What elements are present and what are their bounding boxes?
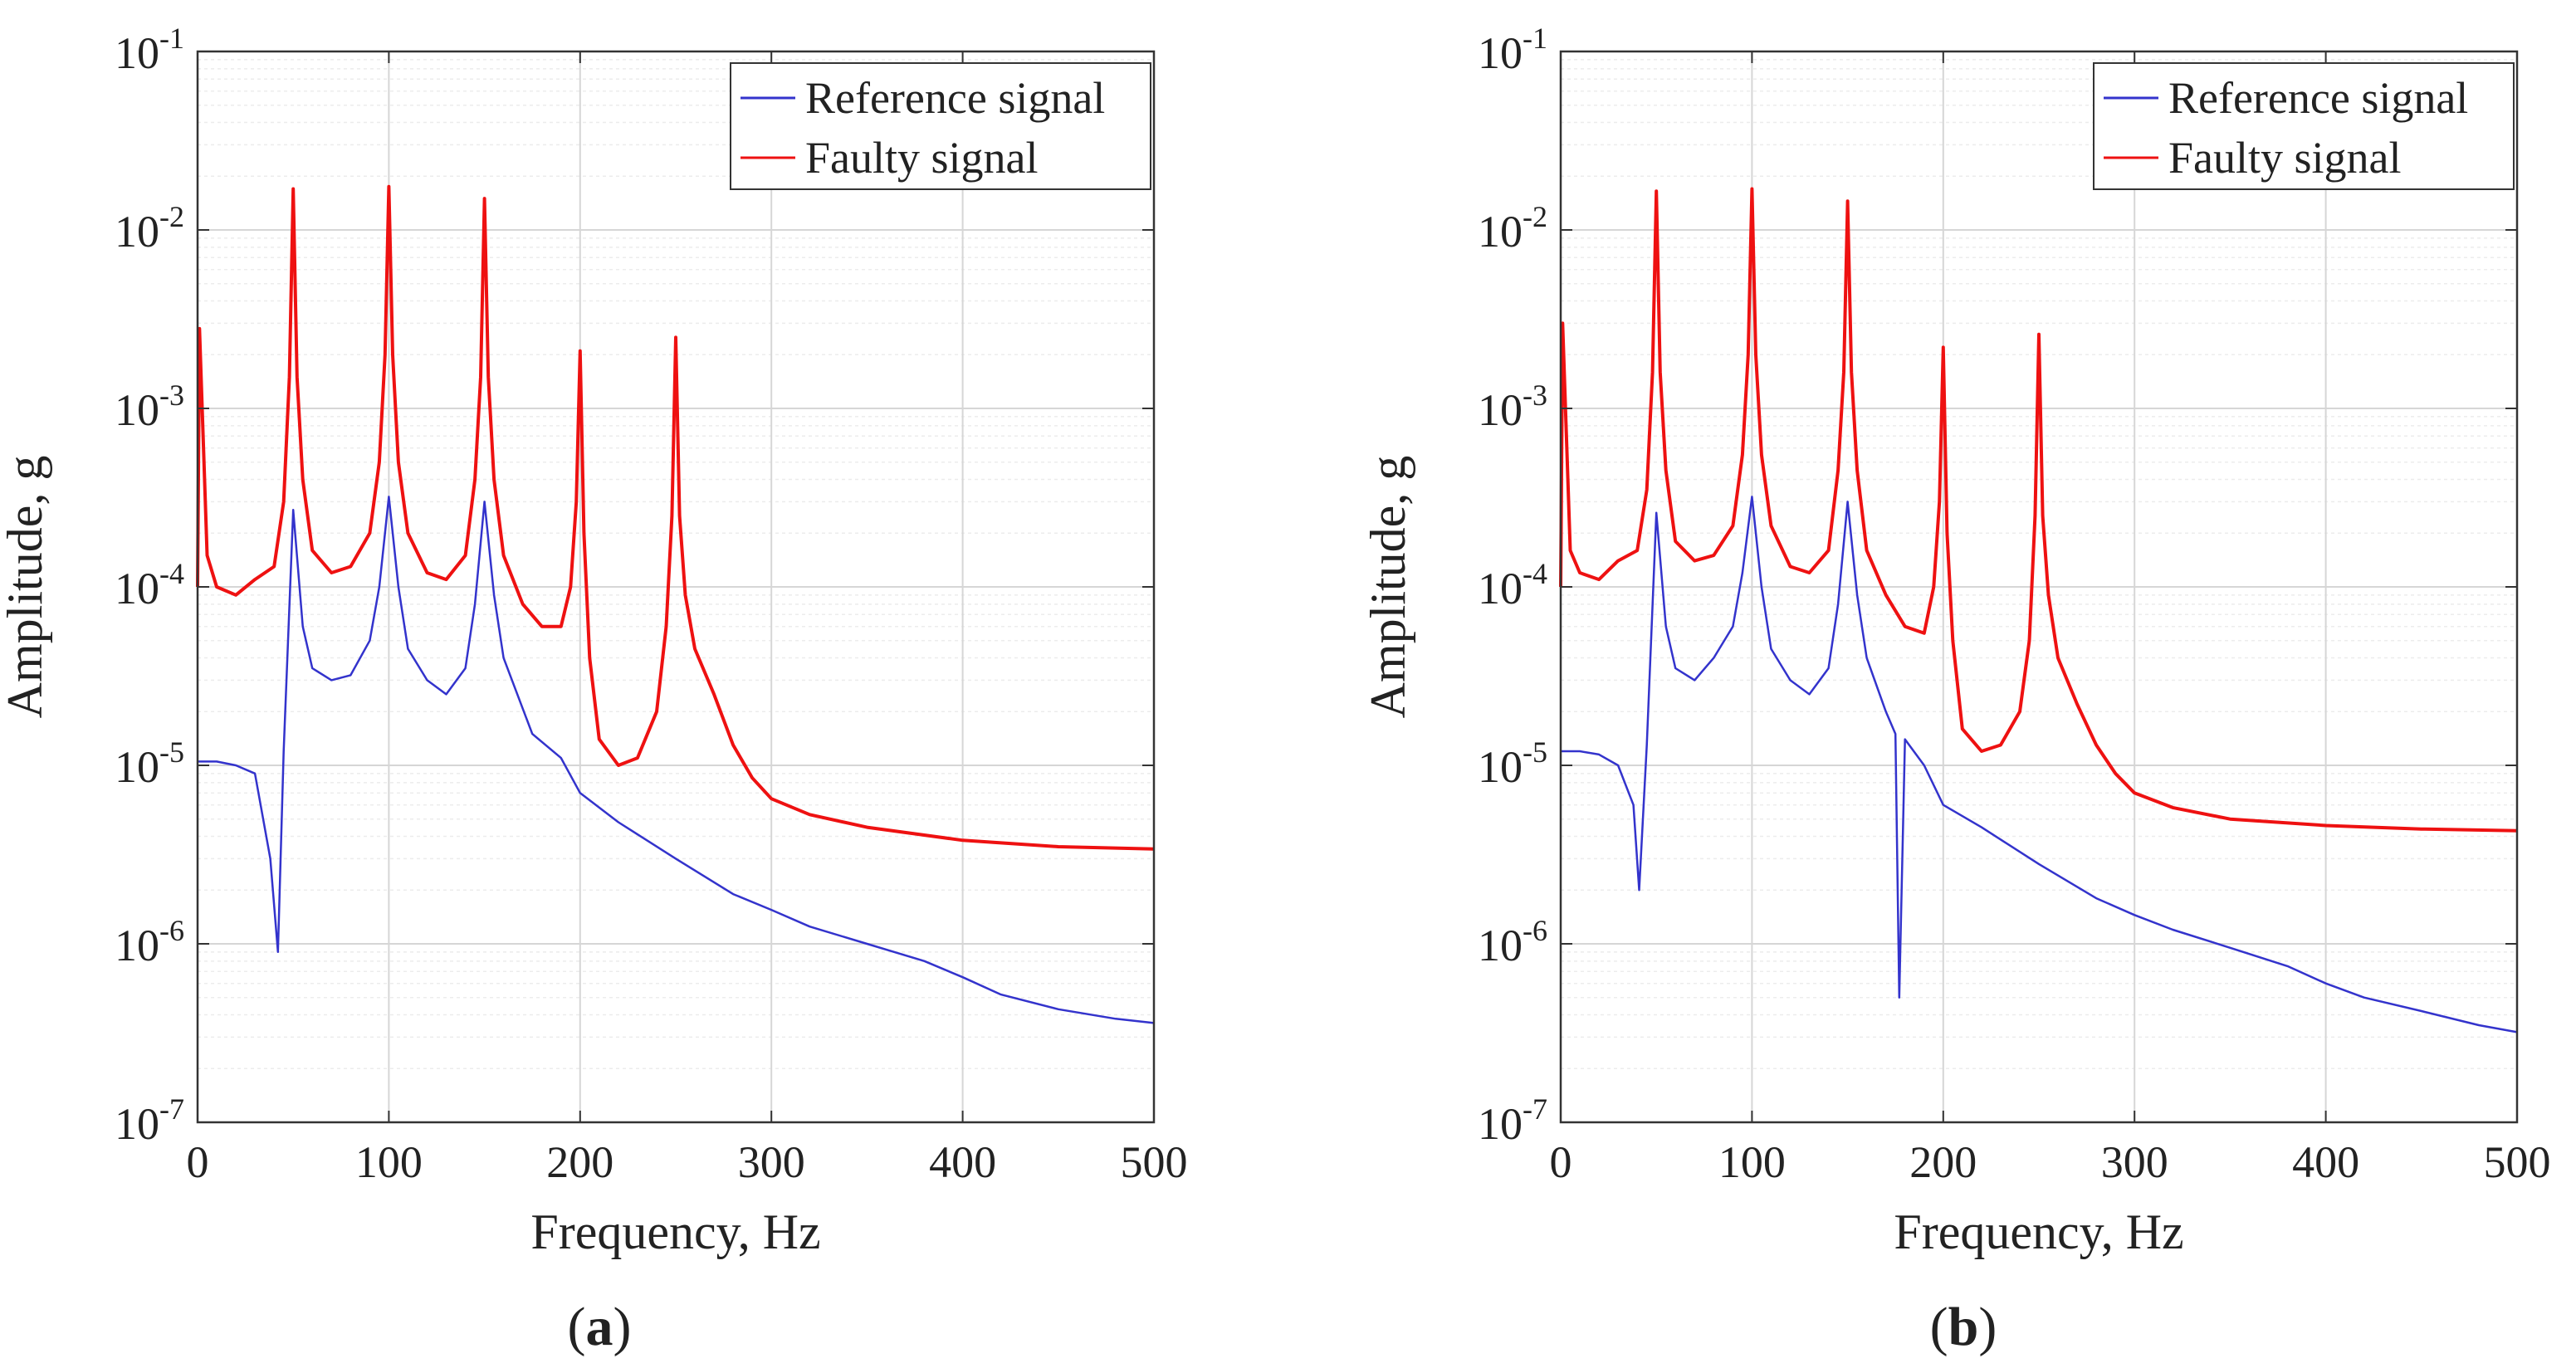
legend-label: Faulty signal bbox=[2168, 133, 2402, 183]
y-tick-exponent: -2 bbox=[1523, 200, 1547, 233]
x-tick-label: 0 bbox=[1550, 1137, 1572, 1187]
y-tick-exponent: -4 bbox=[1523, 557, 1547, 590]
panel-a: 0 100 200 300 400 50010-710-610-510-410-310-2… bbox=[0, 22, 1188, 1259]
y-tick-base: 10 bbox=[1478, 742, 1523, 792]
x-tick-label: 100 bbox=[1718, 1137, 1786, 1187]
y-tick-base: 10 bbox=[115, 921, 159, 970]
y-tick-base: 10 bbox=[1478, 564, 1523, 613]
y-tick-label: 10-5 bbox=[115, 735, 184, 792]
caption-close: ) bbox=[1978, 1297, 1997, 1357]
x-tick-label: 200 bbox=[1909, 1137, 1977, 1187]
y-tick-label: 10-2 bbox=[115, 200, 184, 256]
y-tick-exponent: -6 bbox=[159, 914, 184, 947]
legend-label: Faulty signal bbox=[805, 133, 1039, 183]
y-tick-label: 10-3 bbox=[115, 379, 184, 435]
y-tick-base: 10 bbox=[1478, 28, 1523, 78]
x-axis-title: Frequency, Hz bbox=[530, 1204, 820, 1259]
caption-a: (a) bbox=[568, 1297, 632, 1357]
y-tick-exponent: -1 bbox=[1523, 22, 1547, 55]
y-tick-base: 10 bbox=[115, 28, 159, 78]
legend: Reference signal Faulty signal bbox=[730, 62, 1151, 190]
y-tick-base: 10 bbox=[1478, 1099, 1523, 1149]
y-tick-label: 10-7 bbox=[115, 1092, 184, 1149]
y-tick-label: 10-5 bbox=[1478, 735, 1547, 792]
y-tick-label: 10-4 bbox=[115, 557, 184, 613]
y-tick-label: 10-6 bbox=[1478, 914, 1547, 970]
y-tick-label: 10-4 bbox=[1478, 557, 1547, 613]
y-axis-title: Amplitude, g bbox=[0, 456, 52, 719]
y-tick-base: 10 bbox=[115, 564, 159, 613]
y-tick-base: 10 bbox=[1478, 207, 1523, 256]
x-tick-label: 400 bbox=[2292, 1137, 2359, 1187]
x-tick-label: 0 bbox=[187, 1137, 209, 1187]
x-tick-label: 300 bbox=[738, 1137, 805, 1187]
y-tick-exponent: -6 bbox=[1523, 914, 1547, 947]
legend-label: Reference signal bbox=[2168, 73, 2468, 123]
y-tick-exponent: -2 bbox=[159, 200, 184, 233]
caption-close: ) bbox=[613, 1297, 632, 1357]
y-tick-base: 10 bbox=[1478, 385, 1523, 435]
y-axis-title: Amplitude, g bbox=[1361, 456, 1415, 719]
x-tick-label: 300 bbox=[2101, 1137, 2168, 1187]
faulty-signal-line bbox=[196, 184, 1155, 851]
y-tick-label: 10-1 bbox=[115, 22, 184, 78]
y-tick-label: 10-6 bbox=[115, 914, 184, 970]
y-tick-exponent: -3 bbox=[1523, 379, 1547, 412]
y-tick-exponent: -7 bbox=[159, 1092, 184, 1126]
y-tick-base: 10 bbox=[115, 1099, 159, 1149]
legend: Reference signal Faulty signal bbox=[2093, 62, 2515, 190]
legend-label: Reference signal bbox=[805, 73, 1105, 123]
y-tick-base: 10 bbox=[115, 207, 159, 256]
y-tick-label: 10-3 bbox=[1478, 379, 1547, 435]
y-tick-base: 10 bbox=[115, 742, 159, 792]
x-tick-label: 400 bbox=[929, 1137, 996, 1187]
caption-letter: a bbox=[586, 1297, 613, 1357]
caption-open: ( bbox=[568, 1297, 586, 1357]
legend-box bbox=[730, 62, 1151, 190]
y-tick-label: 10-2 bbox=[1478, 200, 1547, 256]
x-tick-label: 200 bbox=[546, 1137, 613, 1187]
caption-letter: b bbox=[1948, 1297, 1979, 1357]
caption-open: ( bbox=[1930, 1297, 1948, 1357]
y-tick-exponent: -1 bbox=[159, 22, 184, 55]
panel-b: 0 100 200 300 400 50010-710-610-510-410-310-2… bbox=[1361, 22, 2551, 1259]
y-tick-label: 10-1 bbox=[1478, 22, 1547, 78]
reference-signal-line bbox=[198, 496, 1155, 1024]
y-tick-label: 10-7 bbox=[1478, 1092, 1547, 1149]
reference-signal-line bbox=[1561, 496, 2518, 1033]
faulty-signal-line bbox=[1559, 187, 2518, 833]
x-tick-label: 500 bbox=[2484, 1137, 2551, 1187]
y-tick-exponent: -5 bbox=[159, 735, 184, 769]
x-tick-label: 500 bbox=[1121, 1137, 1188, 1187]
x-tick-label: 100 bbox=[355, 1137, 423, 1187]
x-axis-title: Frequency, Hz bbox=[1894, 1204, 2183, 1259]
y-tick-base: 10 bbox=[1478, 921, 1523, 970]
y-tick-base: 10 bbox=[115, 385, 159, 435]
y-tick-exponent: -4 bbox=[159, 557, 184, 590]
caption-b: (b) bbox=[1930, 1297, 1997, 1357]
y-tick-exponent: -3 bbox=[159, 379, 184, 412]
y-tick-exponent: -7 bbox=[1523, 1092, 1547, 1126]
legend-box bbox=[2093, 62, 2515, 190]
y-tick-exponent: -5 bbox=[1523, 735, 1547, 769]
